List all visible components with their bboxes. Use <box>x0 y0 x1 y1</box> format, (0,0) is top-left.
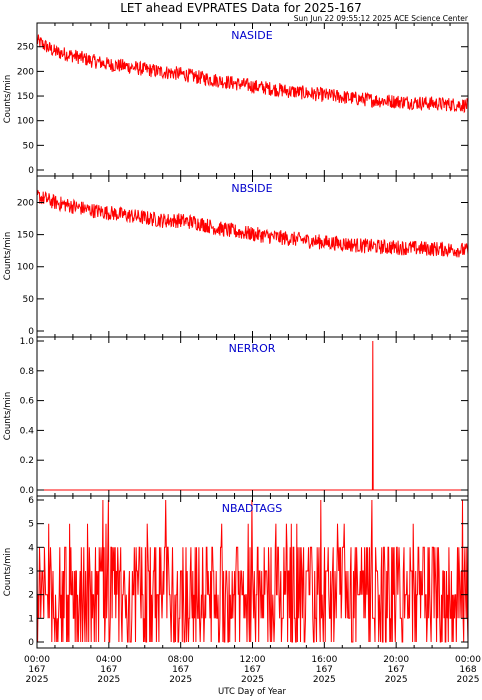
series-line <box>37 340 468 491</box>
nbside-title: NBSIDE <box>231 182 272 195</box>
y-tick-label: 2 <box>28 591 34 601</box>
x-tick-year: 2025 <box>457 675 480 685</box>
nbside-frame <box>36 175 469 338</box>
x-tick-day: 167 <box>388 665 405 675</box>
nerror-x-ticks <box>36 337 469 496</box>
figure-subtitle: Sun Jun 22 09:55:12 2025 ACE Science Cen… <box>294 14 469 23</box>
x-tick-time: 00:00 <box>455 655 481 665</box>
x-tick-year: 2025 <box>169 675 192 685</box>
x-tick-time: 00:00 <box>24 655 50 665</box>
series-line <box>36 34 469 114</box>
series-line <box>36 499 469 643</box>
nerror-ylabel: Counts/min <box>3 392 13 441</box>
x-tick-year: 2025 <box>385 675 408 685</box>
x-tick-day: 167 <box>172 665 189 675</box>
nbadtags-y-ticks: 0 1 2 3 4 5 6 <box>28 496 468 648</box>
nbside-y-ticks: 0 50 100 150 200 <box>17 198 468 337</box>
y-tick-label: 0 <box>28 327 34 337</box>
y-tick-label: 6 <box>28 496 34 506</box>
nerror-series <box>37 340 468 491</box>
y-tick-label: 0.6 <box>20 397 35 407</box>
y-tick-label: 0 <box>28 638 34 648</box>
naside-title: NASIDE <box>231 29 272 42</box>
x-tick-time: 08:00 <box>168 655 194 665</box>
x-tick-day: 167 <box>100 665 117 675</box>
panel-naside: 0 50 100 150 200 250 NASIDE Counts/min <box>3 22 469 177</box>
x-tick-year: 2025 <box>313 675 336 685</box>
y-tick-label: 0.2 <box>20 456 34 466</box>
x-axis-label: UTC Day of Year <box>218 687 286 697</box>
y-tick-label: 3 <box>28 567 34 577</box>
x-tick-time: 12:00 <box>240 655 266 665</box>
y-tick-label: 4 <box>28 543 34 553</box>
y-tick-label: 200 <box>17 67 34 77</box>
figure-title: LET ahead EVPRATES Data for 2025-167 <box>120 1 362 15</box>
x-tick-day: 167 <box>244 665 261 675</box>
naside-series <box>36 34 469 114</box>
naside-y-ticks: 0 50 100 150 200 250 <box>17 43 468 176</box>
y-tick-label: 0.4 <box>20 426 35 436</box>
y-tick-label: 100 <box>17 117 34 127</box>
y-tick-label: 50 <box>23 141 35 151</box>
nerror-frame <box>36 336 469 497</box>
naside-x-ticks <box>36 23 469 176</box>
x-tick-day: 167 <box>28 665 45 675</box>
y-tick-label: 0.0 <box>20 486 35 496</box>
y-tick-label: 150 <box>17 231 34 241</box>
x-tick-time: 16:00 <box>311 655 337 665</box>
nbside-x-ticks <box>36 176 469 337</box>
y-tick-label: 0.8 <box>20 367 35 377</box>
nbadtags-series <box>36 499 469 643</box>
nbadtags-ylabel: Counts/min <box>3 548 13 597</box>
y-tick-label: 200 <box>17 198 34 208</box>
nerror-y-ticks: 0.0 0.2 0.4 0.6 0.8 1.0 <box>20 337 468 496</box>
y-tick-label: 1 <box>28 614 34 624</box>
nbside-series <box>36 189 469 258</box>
x-tick-labels: 00:00167202504:00167202508:00167202512:0… <box>24 655 481 685</box>
y-tick-label: 100 <box>17 263 34 273</box>
x-tick-time: 04:00 <box>96 655 122 665</box>
nbside-ylabel: Counts/min <box>3 232 13 281</box>
y-tick-label: 5 <box>28 520 34 530</box>
panel-nbside: 0 50 100 150 200 NBSIDE Counts/min <box>3 175 469 338</box>
panel-nbadtags: 0 1 2 3 4 5 6 NBADTAGS Counts/min <box>3 495 469 649</box>
y-tick-label: 1.0 <box>20 337 35 347</box>
nbadtags-x-ticks <box>36 496 469 648</box>
x-tick-year: 2025 <box>97 675 120 685</box>
x-tick-day: 167 <box>316 665 333 675</box>
nerror-title: NERROR <box>229 342 276 355</box>
y-tick-label: 50 <box>23 295 35 305</box>
y-tick-label: 0 <box>28 166 34 176</box>
x-tick-year: 2025 <box>26 675 49 685</box>
y-tick-label: 250 <box>17 43 34 53</box>
naside-ylabel: Counts/min <box>3 75 13 124</box>
y-tick-label: 150 <box>17 92 34 102</box>
x-tick-year: 2025 <box>241 675 264 685</box>
panel-nerror: 0.0 0.2 0.4 0.6 0.8 1.0 NERROR Counts/min <box>3 336 469 497</box>
nbadtags-title: NBADTAGS <box>222 502 282 515</box>
x-tick-day: 168 <box>459 665 476 675</box>
x-tick-time: 20:00 <box>383 655 409 665</box>
series-line <box>36 189 469 258</box>
